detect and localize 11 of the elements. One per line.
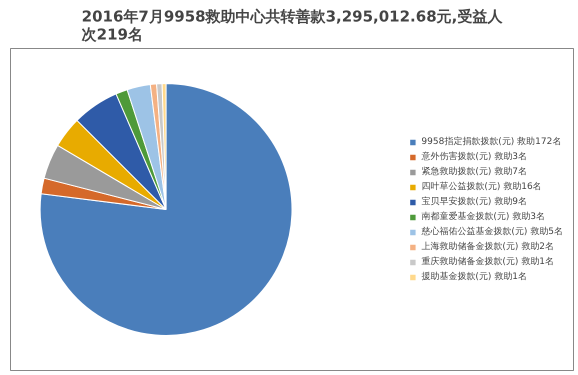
legend-label: 紧急救助拨款(元) 救助7名 (421, 166, 527, 178)
legend-label: 上海救助储备金拨款(元) 救助2名 (421, 240, 554, 253)
legend-label: 慈心福佑公益基金拨款(元) 救助5名 (421, 226, 563, 238)
legend-label: 援助基金拨款(元) 救助1名 (421, 270, 527, 283)
legend-label: 重庆救助储备金拨款(元) 救助1名 (421, 256, 554, 268)
legend-label: 宝贝早安拨款(元) 救助9名 (421, 196, 527, 208)
legend-label: 南都童爱基金拨款(元) 救助3名 (421, 210, 545, 223)
chart-title: 2016年7月9958救助中心共转善款3,295,012.68元,受益人次219名 (82, 8, 504, 44)
legend-label: 意外伤害拨款(元) 救助3名 (421, 150, 527, 163)
legend-label: 9958指定捐款拨款(元) 救助172名 (421, 136, 562, 148)
legend-label: 四叶草公益拨款(元) 救助16名 (421, 180, 542, 193)
